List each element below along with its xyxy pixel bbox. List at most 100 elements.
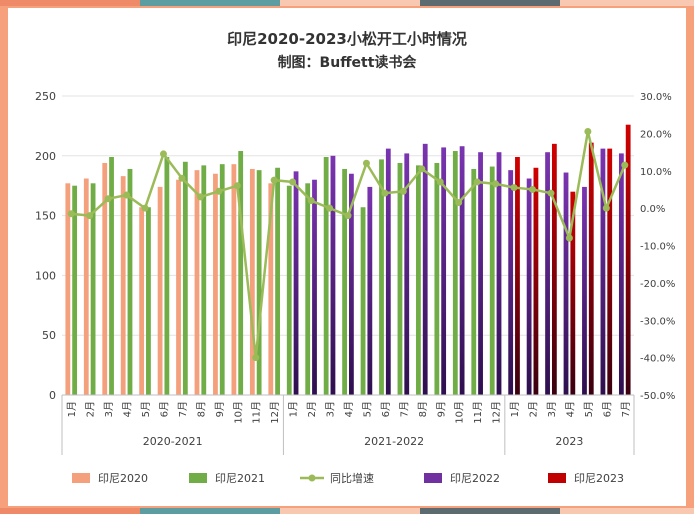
growth-point [418,165,426,173]
bar [65,183,71,395]
growth-point [215,187,223,195]
bar [441,147,447,395]
x-tick-label: 2月 [528,401,540,417]
bar [256,170,262,395]
x-tick-label: 4月 [564,401,576,417]
x-tick-label: 12月 [491,401,503,424]
legend-label: 同比增速 [330,471,374,485]
bar [379,159,384,395]
legend-label: 印尼2020 [98,472,148,485]
legend-swatch [72,473,90,483]
growth-point [86,212,94,220]
x-tick-label: 8月 [417,401,429,417]
bar [120,176,126,395]
x-group-label: 2020-2021 [143,435,203,448]
growth-point [123,191,131,199]
x-tick-label: 1月 [288,401,300,417]
bar [459,146,465,395]
bar [422,143,428,395]
bar [312,179,317,395]
bars [65,124,631,395]
bar [360,207,366,395]
bar [146,207,151,395]
bar [618,153,624,395]
bar [268,183,274,395]
y-left-tick-label: 100 [35,269,56,282]
growth-point [565,234,573,242]
growth-point [67,210,75,218]
legend-label: 印尼2021 [215,472,265,485]
x-axis: 1月 2月 3月 4月 5月 6月 7月 8月 9月 10月 11月 12月 2020-2021 1月 2月… [61,394,635,455]
y-right-tick-label: -30.0% [640,316,675,327]
legend-label: 印尼2023 [574,472,624,485]
bar [323,157,329,395]
growth-point [529,185,537,193]
bar [416,165,421,395]
growth-point [381,189,389,197]
growth-point [473,178,481,186]
bar [526,178,532,395]
y-right-tick-label: 0.0% [640,204,665,215]
growth-point [455,199,463,207]
x-tick-label: 6月 [158,401,170,417]
x-tick-label: 10月 [232,401,244,424]
bar [83,178,89,395]
y-left-tick-label: 200 [35,150,56,163]
growth-point [159,150,167,158]
bar [201,165,207,395]
bar [164,157,170,395]
y-right-tick-label: -10.0% [640,242,675,253]
bar [471,168,477,395]
growth-point [270,176,278,184]
growth-point [399,187,407,195]
bar [452,151,458,395]
y-right-tick-label: 30.0% [640,92,672,103]
bar [625,124,631,395]
bar [607,148,613,395]
growth-point [289,178,297,186]
growth-point [252,354,260,362]
y-right-tick-label: -50.0% [640,391,675,402]
x-tick-label: 2月 [85,401,97,417]
bar [90,183,96,395]
bar [404,153,410,395]
bar [349,173,354,395]
bar [182,161,188,395]
bar [139,207,145,395]
x-tick-label: 3月 [546,401,558,417]
y-right-tick-label: 20.0% [640,129,672,140]
x-tick-label: 7月 [398,401,410,417]
x-tick-label: 6月 [601,401,613,417]
legend-swatch [189,473,207,483]
bar [489,166,495,395]
bar [563,172,569,395]
legend-swatch [548,473,566,483]
growth-point [436,178,444,186]
bar [286,185,292,395]
x-tick-label: 11月 [251,401,263,424]
x-group-label: 2021-2022 [364,435,424,448]
bar [305,183,311,395]
legend: 印尼2020 印尼2021 同比增速 印尼2022 印尼2023 [72,471,624,485]
x-tick-label: 1月 [66,401,78,417]
growth-point [344,212,352,220]
bar [231,164,237,395]
bar [219,164,225,395]
x-tick-label: 4月 [122,401,134,417]
bar [582,186,587,395]
bar [478,152,483,395]
bar [515,157,520,395]
bar [176,179,181,395]
y-left-tick-label: 150 [35,210,56,223]
x-tick-label: 5月 [361,401,373,417]
bar [533,167,539,395]
bar [367,186,373,395]
x-tick-label: 1月 [509,401,521,417]
bar [249,168,255,395]
x-tick-label: 10月 [454,401,466,424]
bar [109,157,114,395]
bar [545,152,550,395]
growth-point [233,182,241,190]
chart-title: 印尼2020-2023小松开工小时情况 [227,30,467,48]
y-right-tick-label: -40.0% [640,354,675,365]
